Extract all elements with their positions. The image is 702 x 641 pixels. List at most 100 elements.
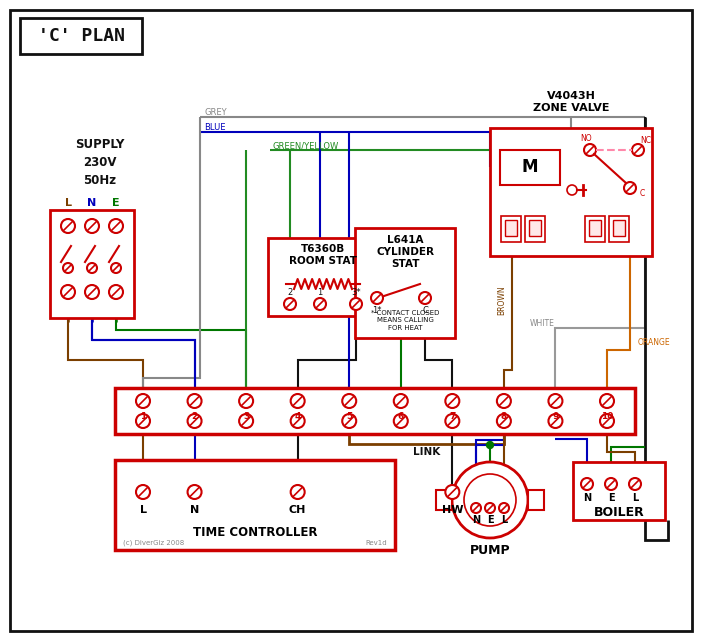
Circle shape	[291, 414, 305, 428]
Circle shape	[61, 219, 75, 233]
Bar	[355, 228, 455, 338]
Bar	[609, 216, 629, 242]
Text: 7: 7	[449, 412, 456, 420]
Text: 2: 2	[287, 288, 293, 297]
Text: ORANGE: ORANGE	[638, 338, 670, 347]
Bar	[268, 238, 378, 316]
Circle shape	[600, 414, 614, 428]
Text: TIME CONTROLLER: TIME CONTROLLER	[193, 526, 317, 538]
Bar	[529, 220, 541, 236]
Text: HW: HW	[442, 505, 463, 515]
Bar	[528, 490, 544, 510]
Text: E: E	[112, 198, 120, 208]
Bar	[436, 490, 452, 510]
Text: V4043H
ZONE VALVE: V4043H ZONE VALVE	[533, 91, 609, 113]
Circle shape	[581, 478, 593, 490]
Circle shape	[239, 394, 253, 408]
Text: BOILER: BOILER	[594, 506, 644, 519]
Text: 2: 2	[192, 412, 198, 420]
Circle shape	[136, 485, 150, 499]
Circle shape	[600, 394, 614, 408]
Text: N: N	[472, 515, 480, 525]
Circle shape	[136, 394, 150, 408]
Circle shape	[284, 298, 296, 310]
Circle shape	[342, 414, 356, 428]
Circle shape	[499, 503, 509, 513]
Circle shape	[497, 394, 511, 408]
Circle shape	[61, 285, 75, 299]
Text: BLUE: BLUE	[204, 122, 225, 131]
Text: 3: 3	[243, 412, 249, 420]
Circle shape	[63, 263, 73, 273]
Text: * CONTACT CLOSED
MEANS CALLING
FOR HEAT: * CONTACT CLOSED MEANS CALLING FOR HEAT	[371, 310, 439, 331]
Text: L: L	[632, 493, 638, 503]
Text: M: M	[522, 158, 538, 176]
Circle shape	[187, 414, 201, 428]
Circle shape	[584, 144, 596, 156]
Bar	[589, 220, 601, 236]
Bar	[501, 216, 521, 242]
Text: 3*: 3*	[351, 288, 361, 297]
Text: LINK: LINK	[413, 447, 440, 457]
Text: 4: 4	[294, 412, 301, 420]
Text: 1*: 1*	[372, 306, 382, 315]
Text: 9: 9	[552, 412, 559, 420]
Circle shape	[187, 485, 201, 499]
Circle shape	[445, 485, 459, 499]
Text: L641A
CYLINDER
STAT: L641A CYLINDER STAT	[376, 235, 434, 269]
Text: 6: 6	[397, 412, 404, 420]
Circle shape	[85, 219, 99, 233]
Text: L: L	[65, 198, 72, 208]
Circle shape	[394, 414, 408, 428]
Bar	[490, 128, 652, 256]
Text: GREEN/YELLOW: GREEN/YELLOW	[272, 142, 338, 151]
Circle shape	[85, 285, 99, 299]
Circle shape	[87, 263, 97, 273]
Circle shape	[445, 414, 459, 428]
Bar	[20, 18, 142, 54]
Circle shape	[624, 182, 636, 194]
Text: 1: 1	[140, 412, 146, 420]
Bar	[573, 462, 665, 520]
Text: C: C	[640, 188, 644, 197]
Circle shape	[445, 394, 459, 408]
Text: BROWN: BROWN	[498, 285, 507, 315]
Bar	[525, 216, 545, 242]
Text: 1: 1	[317, 288, 323, 297]
Text: 8: 8	[501, 412, 507, 420]
Text: NC: NC	[640, 135, 651, 144]
Circle shape	[452, 462, 528, 538]
Text: CH: CH	[289, 505, 306, 515]
Circle shape	[548, 394, 562, 408]
Bar	[115, 388, 635, 434]
Circle shape	[471, 503, 481, 513]
Text: NO: NO	[580, 133, 592, 142]
Circle shape	[485, 503, 495, 513]
Circle shape	[291, 485, 305, 499]
Text: SUPPLY
230V
50Hz: SUPPLY 230V 50Hz	[75, 138, 125, 187]
Circle shape	[291, 394, 305, 408]
Text: N: N	[190, 505, 199, 515]
Text: N: N	[583, 493, 591, 503]
Text: N: N	[87, 198, 97, 208]
Bar	[585, 216, 605, 242]
Circle shape	[136, 414, 150, 428]
Circle shape	[239, 414, 253, 428]
Bar	[505, 220, 517, 236]
Text: WHITE: WHITE	[530, 319, 555, 328]
Circle shape	[464, 474, 516, 526]
Circle shape	[394, 394, 408, 408]
Text: 'C' PLAN: 'C' PLAN	[37, 27, 124, 45]
Bar	[50, 210, 134, 318]
Text: 10: 10	[601, 412, 613, 420]
Bar	[613, 220, 625, 236]
Circle shape	[109, 285, 123, 299]
Bar	[500, 150, 560, 185]
Circle shape	[371, 292, 383, 304]
Circle shape	[605, 478, 617, 490]
Text: GREY: GREY	[204, 108, 227, 117]
Circle shape	[350, 298, 362, 310]
Circle shape	[342, 394, 356, 408]
Circle shape	[632, 144, 644, 156]
Circle shape	[497, 414, 511, 428]
